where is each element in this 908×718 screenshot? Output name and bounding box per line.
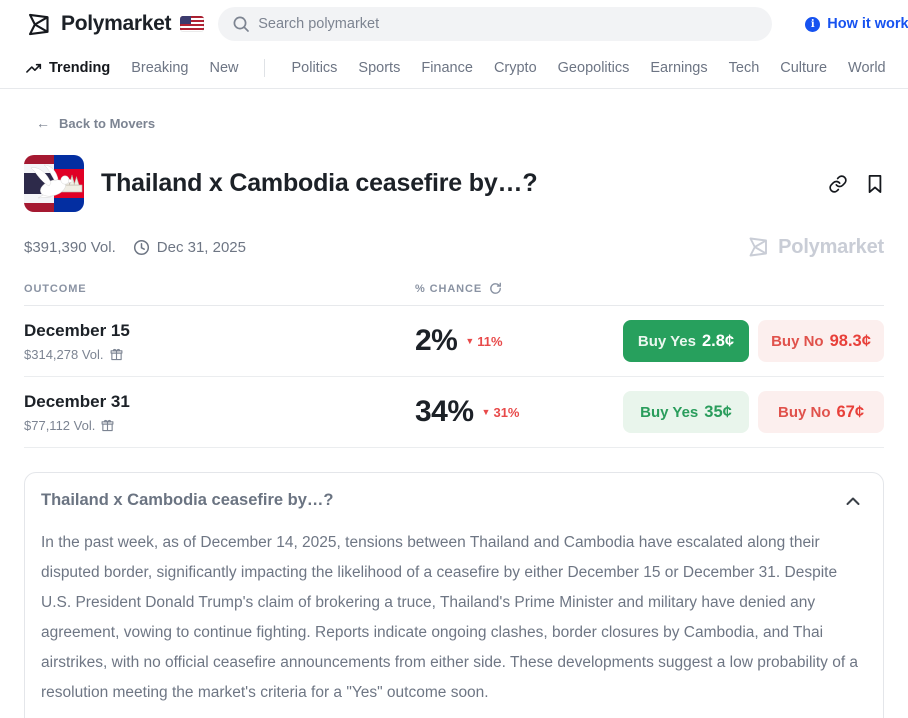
market-end-date: Dec 31, 2025 [133, 239, 246, 256]
search-input[interactable] [218, 7, 773, 41]
chance-column-header: % CHANCE [407, 282, 622, 295]
buy-yes-button-december-15[interactable]: Buy Yes 2.8¢ [623, 320, 749, 362]
outcome-row-december-31: December 31 $77,112 Vol. 34% ▼ 31% Buy Y… [24, 377, 884, 448]
outcome-name: December 15 [24, 320, 130, 340]
outcome-chance: 34% ▼ 31% [407, 395, 622, 429]
polymarket-logo-icon [25, 11, 52, 38]
buy-yes-price: 35¢ [704, 402, 732, 421]
bookmark-icon[interactable] [866, 174, 884, 194]
buy-no-button-december-31[interactable]: Buy No 67¢ [758, 391, 884, 433]
buy-yes-button-december-31[interactable]: Buy Yes 35¢ [623, 391, 749, 433]
refresh-icon[interactable] [489, 282, 502, 295]
market-volume: $391,390 Vol. [24, 238, 116, 256]
nav-item-politics[interactable]: Politics [291, 60, 338, 76]
outcome-buttons: Buy Yes 2.8¢ Buy No 98.3¢ [622, 320, 884, 362]
nav-item-trending[interactable]: Trending [25, 60, 110, 77]
outcome-chance: 2% ▼ 11% [407, 324, 622, 358]
summary-title: Thailand x Cambodia ceasefire by…? [41, 491, 334, 509]
category-nav: Trending Breaking New Politics Sports Fi… [0, 48, 908, 89]
down-triangle-icon: ▼ [481, 407, 491, 417]
outcome-volume-label: $314,278 Vol. [24, 346, 104, 362]
nav-item-sports[interactable]: Sports [358, 60, 401, 76]
buy-no-label: Buy No [771, 332, 824, 350]
nav-item-breaking[interactable]: Breaking [131, 60, 189, 76]
outcome-info: December 31 $77,112 Vol. [24, 392, 407, 433]
nav-item-finance[interactable]: Finance [421, 60, 473, 76]
nav-item-new[interactable]: New [209, 60, 239, 76]
summary-panel-header[interactable]: Thailand x Cambodia ceasefire by…? [41, 491, 867, 510]
gift-icon[interactable] [110, 348, 123, 361]
us-flag-icon[interactable] [180, 16, 205, 32]
buy-no-price: 67¢ [836, 402, 865, 421]
clock-icon [133, 239, 150, 256]
chance-change: ▼ 31% [482, 405, 520, 420]
nav-trending-label: Trending [49, 60, 111, 76]
top-bar: Polymarket i How it works [0, 0, 908, 48]
outcome-info: December 15 $314,278 Vol. [24, 321, 407, 362]
outcome-volume: $77,112 Vol. [24, 418, 407, 433]
chance-change: ▼ 11% [465, 334, 502, 349]
chance-header-label: % CHANCE [415, 282, 483, 295]
market-summary-panel: Thailand x Cambodia ceasefire by…? In th… [24, 472, 884, 718]
info-icon: i [805, 16, 821, 32]
nav-item-world[interactable]: World [848, 60, 886, 76]
outcome-column-header: OUTCOME [24, 282, 87, 295]
buy-no-label: Buy No [777, 403, 831, 421]
back-to-movers-link[interactable]: ← Back to Movers [36, 115, 908, 131]
back-label: Back to Movers [59, 115, 156, 131]
polymarket-logo[interactable]: Polymarket [25, 11, 205, 38]
gift-icon[interactable] [101, 419, 114, 432]
polymarket-watermark: Polymarket [746, 235, 884, 259]
watermark-label: Polymarket [778, 235, 884, 258]
market-title: Thailand x Cambodia ceasefire by…? [101, 169, 538, 197]
search-bar[interactable] [218, 7, 773, 41]
summary-body: In the past week, as of December 14, 202… [41, 534, 859, 701]
outcome-name: December 31 [24, 391, 130, 411]
nav-item-culture[interactable]: Culture [780, 60, 828, 76]
down-triangle-icon: ▼ [465, 336, 475, 346]
outcome-row-december-15: December 15 $314,278 Vol. 2% ▼ 11% Buy Y… [24, 306, 884, 377]
buy-yes-label: Buy Yes [637, 332, 696, 350]
end-date-label: Dec 31, 2025 [156, 238, 246, 256]
nav-item-earnings[interactable]: Earnings [650, 60, 708, 76]
chevron-up-icon[interactable] [845, 495, 861, 507]
market-image-thailand-cambodia-flags-dove [24, 155, 84, 212]
nav-item-geopolitics[interactable]: Geopolitics [557, 60, 630, 76]
outcome-volume-label: $77,112 Vol. [24, 417, 96, 433]
buy-yes-price: 2.8¢ [701, 331, 735, 350]
market-meta: $391,390 Vol. Dec 31, 2025 Polymarket [24, 235, 884, 259]
buy-no-button-december-15[interactable]: Buy No 98.3¢ [758, 320, 884, 362]
market-header: Thailand x Cambodia ceasefire by…? [24, 155, 884, 212]
change-value: 31% [493, 404, 520, 420]
search-icon [232, 15, 250, 33]
outcome-buttons: Buy Yes 35¢ Buy No 67¢ [622, 391, 884, 433]
nav-item-tech[interactable]: Tech [728, 60, 760, 76]
trending-icon [25, 60, 42, 77]
how-it-works-link[interactable]: i How it works [805, 16, 908, 32]
buy-no-price: 98.3¢ [829, 331, 871, 350]
buy-yes-label: Buy Yes [640, 403, 699, 421]
chance-value: 34% [415, 395, 474, 428]
outcome-volume: $314,278 Vol. [24, 347, 407, 362]
how-it-works-label: How it works [827, 16, 908, 32]
back-arrow-icon: ← [36, 115, 50, 131]
copy-link-icon[interactable] [828, 174, 848, 194]
chance-value: 2% [415, 324, 458, 357]
nav-item-crypto[interactable]: Crypto [493, 60, 537, 76]
market-actions [828, 174, 884, 194]
nav-divider [264, 59, 266, 77]
brand-name: Polymarket [61, 12, 172, 35]
change-value: 11% [477, 333, 503, 349]
outcome-table-header: OUTCOME % CHANCE [24, 282, 884, 306]
